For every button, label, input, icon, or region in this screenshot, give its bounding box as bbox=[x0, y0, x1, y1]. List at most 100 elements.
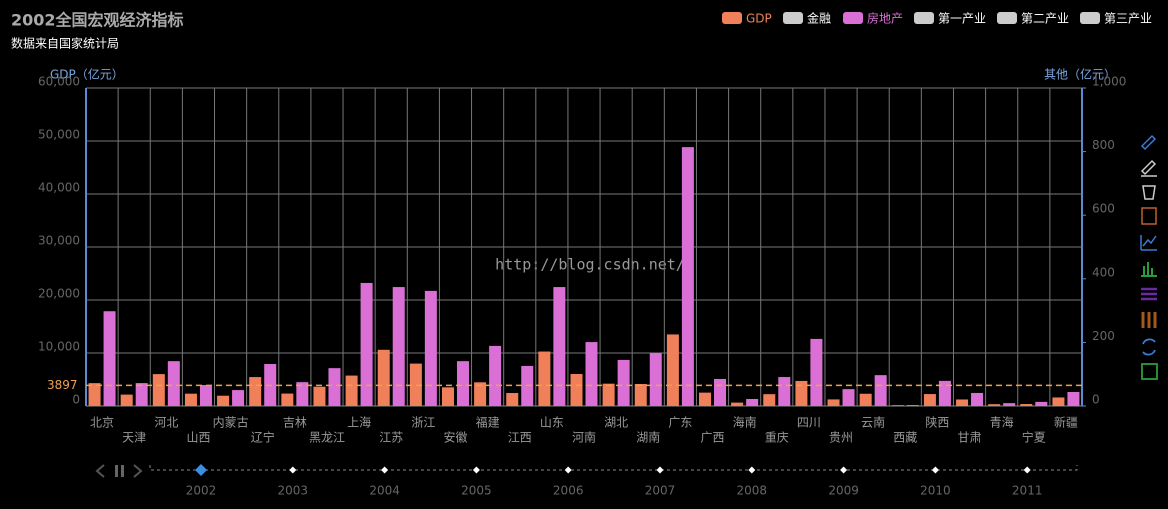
bar bbox=[746, 399, 759, 406]
tool-bar[interactable] bbox=[1141, 262, 1157, 277]
bar bbox=[923, 394, 936, 406]
tool-data-view[interactable] bbox=[1141, 207, 1157, 225]
y-tick-label: 40,000 bbox=[38, 181, 80, 195]
timeline-label[interactable]: 2009 bbox=[828, 484, 859, 498]
bar bbox=[184, 393, 197, 406]
tool-stack[interactable] bbox=[1141, 287, 1157, 301]
y2-axis-title: 其他（亿元） bbox=[1044, 67, 1116, 82]
legend-label[interactable]: 第二产业 bbox=[1021, 12, 1069, 26]
tool-restore[interactable] bbox=[1142, 338, 1156, 356]
timeline-point[interactable] bbox=[289, 466, 297, 474]
timeline-point[interactable] bbox=[840, 466, 848, 474]
x-tick-label: 西藏 bbox=[893, 431, 917, 445]
bar bbox=[88, 383, 101, 406]
tool-clear[interactable] bbox=[1142, 185, 1156, 200]
bar bbox=[553, 287, 566, 406]
bar bbox=[778, 377, 791, 406]
tool-mark[interactable] bbox=[1140, 134, 1157, 151]
timeline-label[interactable]: 2008 bbox=[737, 484, 768, 498]
y2-tick-label: 800 bbox=[1092, 138, 1115, 152]
timeline-point[interactable] bbox=[1023, 466, 1031, 474]
timeline-point[interactable] bbox=[381, 466, 389, 474]
prev-button[interactable] bbox=[95, 464, 105, 478]
bar bbox=[731, 402, 744, 406]
y2-tick-label: 1,000 bbox=[1092, 75, 1126, 89]
x-tick-label: 甘肃 bbox=[958, 431, 982, 445]
bar bbox=[602, 383, 615, 406]
legend-swatch[interactable] bbox=[997, 12, 1017, 24]
timeline-label[interactable]: 2007 bbox=[645, 484, 676, 498]
timeline-controls[interactable] bbox=[95, 464, 143, 478]
timeline-point[interactable] bbox=[656, 466, 664, 474]
timeline-axis bbox=[149, 465, 1078, 471]
timeline-point[interactable] bbox=[748, 466, 756, 474]
legend-label[interactable]: 第一产业 bbox=[938, 12, 986, 26]
mark-line-label: 3897 bbox=[47, 378, 78, 392]
bar bbox=[167, 361, 180, 406]
bar bbox=[217, 395, 230, 406]
y2-tick-label: 0 bbox=[1092, 393, 1100, 407]
bar bbox=[634, 383, 647, 406]
timeline-point[interactable] bbox=[472, 466, 480, 474]
tool-save[interactable] bbox=[1141, 363, 1158, 380]
pause-button[interactable] bbox=[121, 465, 124, 477]
bar bbox=[296, 382, 309, 406]
bar bbox=[538, 351, 551, 406]
x-tick-label: 湖南 bbox=[636, 430, 660, 445]
timeline-label[interactable]: 2002 bbox=[186, 484, 217, 498]
legend-label[interactable]: 房地产 bbox=[867, 11, 903, 26]
bar bbox=[328, 368, 341, 406]
pause-button[interactable] bbox=[115, 465, 118, 477]
bar bbox=[714, 378, 727, 406]
toolbox bbox=[1140, 134, 1158, 380]
legend-swatch[interactable] bbox=[783, 12, 803, 24]
x-tick-label: 辽宁 bbox=[251, 430, 275, 445]
next-button[interactable] bbox=[133, 464, 143, 478]
legend-swatch[interactable] bbox=[722, 12, 742, 24]
bar bbox=[120, 394, 133, 406]
y-tick-label: 50,000 bbox=[38, 128, 80, 142]
timeline-label[interactable]: 2004 bbox=[369, 484, 400, 498]
bar bbox=[474, 382, 487, 406]
bar bbox=[810, 338, 823, 406]
timeline-point[interactable] bbox=[195, 464, 207, 476]
timeline-label[interactable]: 2005 bbox=[461, 484, 492, 498]
tool-mark-undo[interactable] bbox=[1140, 159, 1157, 177]
legend-label[interactable]: 金融 bbox=[807, 11, 831, 26]
x-tick-label: 上海 bbox=[347, 415, 371, 430]
bar bbox=[971, 392, 984, 406]
bar bbox=[409, 363, 422, 406]
legend-swatch[interactable] bbox=[1080, 12, 1100, 24]
bar bbox=[617, 359, 630, 406]
timeline-point[interactable] bbox=[931, 466, 939, 474]
bar bbox=[1003, 403, 1016, 406]
x-tick-label: 浙江 bbox=[411, 416, 435, 430]
bar bbox=[360, 282, 373, 406]
legend-label[interactable]: GDP bbox=[746, 12, 772, 26]
bar bbox=[874, 375, 887, 406]
x-tick-label: 陕西 bbox=[925, 415, 949, 430]
x-tick-label: 黑龙江 bbox=[309, 431, 345, 445]
timeline-point[interactable] bbox=[564, 466, 572, 474]
timeline-label[interactable]: 2003 bbox=[278, 484, 309, 498]
bar bbox=[377, 349, 390, 406]
legend-swatch[interactable] bbox=[914, 12, 934, 24]
timeline-label[interactable]: 2006 bbox=[553, 484, 584, 498]
timeline-label[interactable]: 2011 bbox=[1012, 484, 1043, 498]
legend-label[interactable]: 第三产业 bbox=[1104, 12, 1152, 26]
legend-swatch[interactable] bbox=[843, 12, 863, 24]
bar bbox=[956, 399, 969, 406]
chart-subtitle: 数据来自国家统计局 bbox=[11, 36, 119, 51]
tool-tiled[interactable] bbox=[1141, 312, 1157, 328]
bar bbox=[232, 390, 245, 406]
x-tick-label: 湖北 bbox=[604, 415, 628, 430]
bar bbox=[441, 387, 454, 406]
tool-line[interactable] bbox=[1140, 235, 1157, 251]
x-tick-label: 安徽 bbox=[443, 430, 467, 445]
x-tick-label: 河南 bbox=[572, 430, 596, 445]
bar bbox=[456, 361, 469, 406]
bar bbox=[1067, 392, 1080, 406]
y2-tick-label: 400 bbox=[1092, 265, 1115, 279]
timeline-label[interactable]: 2010 bbox=[920, 484, 951, 498]
